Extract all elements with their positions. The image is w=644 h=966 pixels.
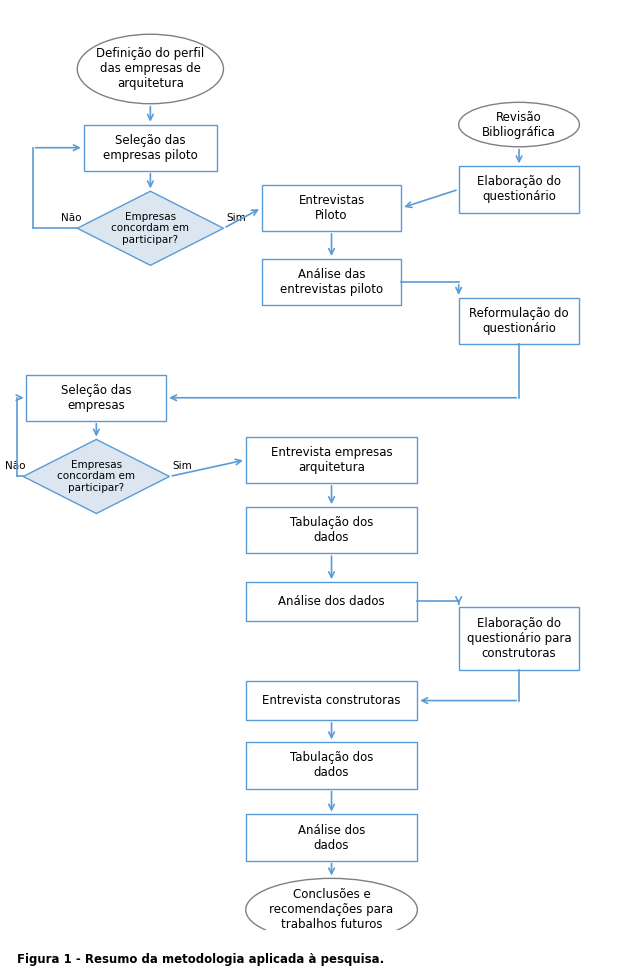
FancyBboxPatch shape	[459, 607, 580, 670]
Ellipse shape	[459, 102, 580, 147]
FancyBboxPatch shape	[246, 742, 417, 788]
Text: Entrevistas
Piloto: Entrevistas Piloto	[298, 194, 365, 222]
FancyBboxPatch shape	[246, 437, 417, 483]
Text: Não: Não	[5, 461, 26, 471]
FancyBboxPatch shape	[246, 814, 417, 861]
Ellipse shape	[77, 34, 223, 103]
Text: Sim: Sim	[173, 461, 193, 471]
Polygon shape	[23, 440, 169, 514]
Text: Análise dos
dados: Análise dos dados	[298, 824, 365, 852]
Text: Sim: Sim	[227, 213, 247, 223]
Text: Entrevista empresas
arquitetura: Entrevista empresas arquitetura	[270, 445, 392, 473]
FancyBboxPatch shape	[246, 507, 417, 554]
Text: Conclusões e
recomendações para
trabalhos futuros: Conclusões e recomendações para trabalho…	[269, 889, 393, 931]
FancyBboxPatch shape	[246, 582, 417, 621]
Text: Revisão
Bibliográfica: Revisão Bibliográfica	[482, 110, 556, 138]
FancyBboxPatch shape	[246, 681, 417, 720]
Text: Elaboração do
questionário para
construtoras: Elaboração do questionário para construt…	[467, 617, 571, 660]
Text: Figura 1 - Resumo da metodologia aplicada à pesquisa.: Figura 1 - Resumo da metodologia aplicad…	[17, 953, 384, 966]
Text: Seleção das
empresas piloto: Seleção das empresas piloto	[103, 133, 198, 161]
Text: Tabulação dos
dados: Tabulação dos dados	[290, 752, 374, 780]
FancyBboxPatch shape	[84, 125, 217, 171]
Text: Seleção das
empresas: Seleção das empresas	[61, 384, 131, 412]
Text: Empresas
concordam em
participar?: Empresas concordam em participar?	[111, 212, 189, 244]
Ellipse shape	[246, 878, 417, 941]
Text: Definição do perfil
das empresas de
arquitetura: Definição do perfil das empresas de arqu…	[96, 47, 205, 91]
Polygon shape	[77, 191, 223, 266]
Text: Análise dos dados: Análise dos dados	[278, 595, 385, 608]
Text: Elaboração do
questionário: Elaboração do questionário	[477, 176, 561, 204]
FancyBboxPatch shape	[459, 298, 580, 344]
FancyBboxPatch shape	[261, 259, 401, 305]
Text: Empresas
concordam em
participar?: Empresas concordam em participar?	[57, 460, 135, 493]
Text: Análise das
entrevistas piloto: Análise das entrevistas piloto	[280, 268, 383, 296]
FancyBboxPatch shape	[26, 375, 166, 421]
FancyBboxPatch shape	[261, 185, 401, 231]
Text: Reformulação do
questionário: Reformulação do questionário	[469, 307, 569, 335]
FancyBboxPatch shape	[459, 166, 580, 213]
Text: Não: Não	[61, 213, 82, 223]
Text: Entrevista construtoras: Entrevista construtoras	[262, 695, 401, 707]
Text: Tabulação dos
dados: Tabulação dos dados	[290, 516, 374, 544]
